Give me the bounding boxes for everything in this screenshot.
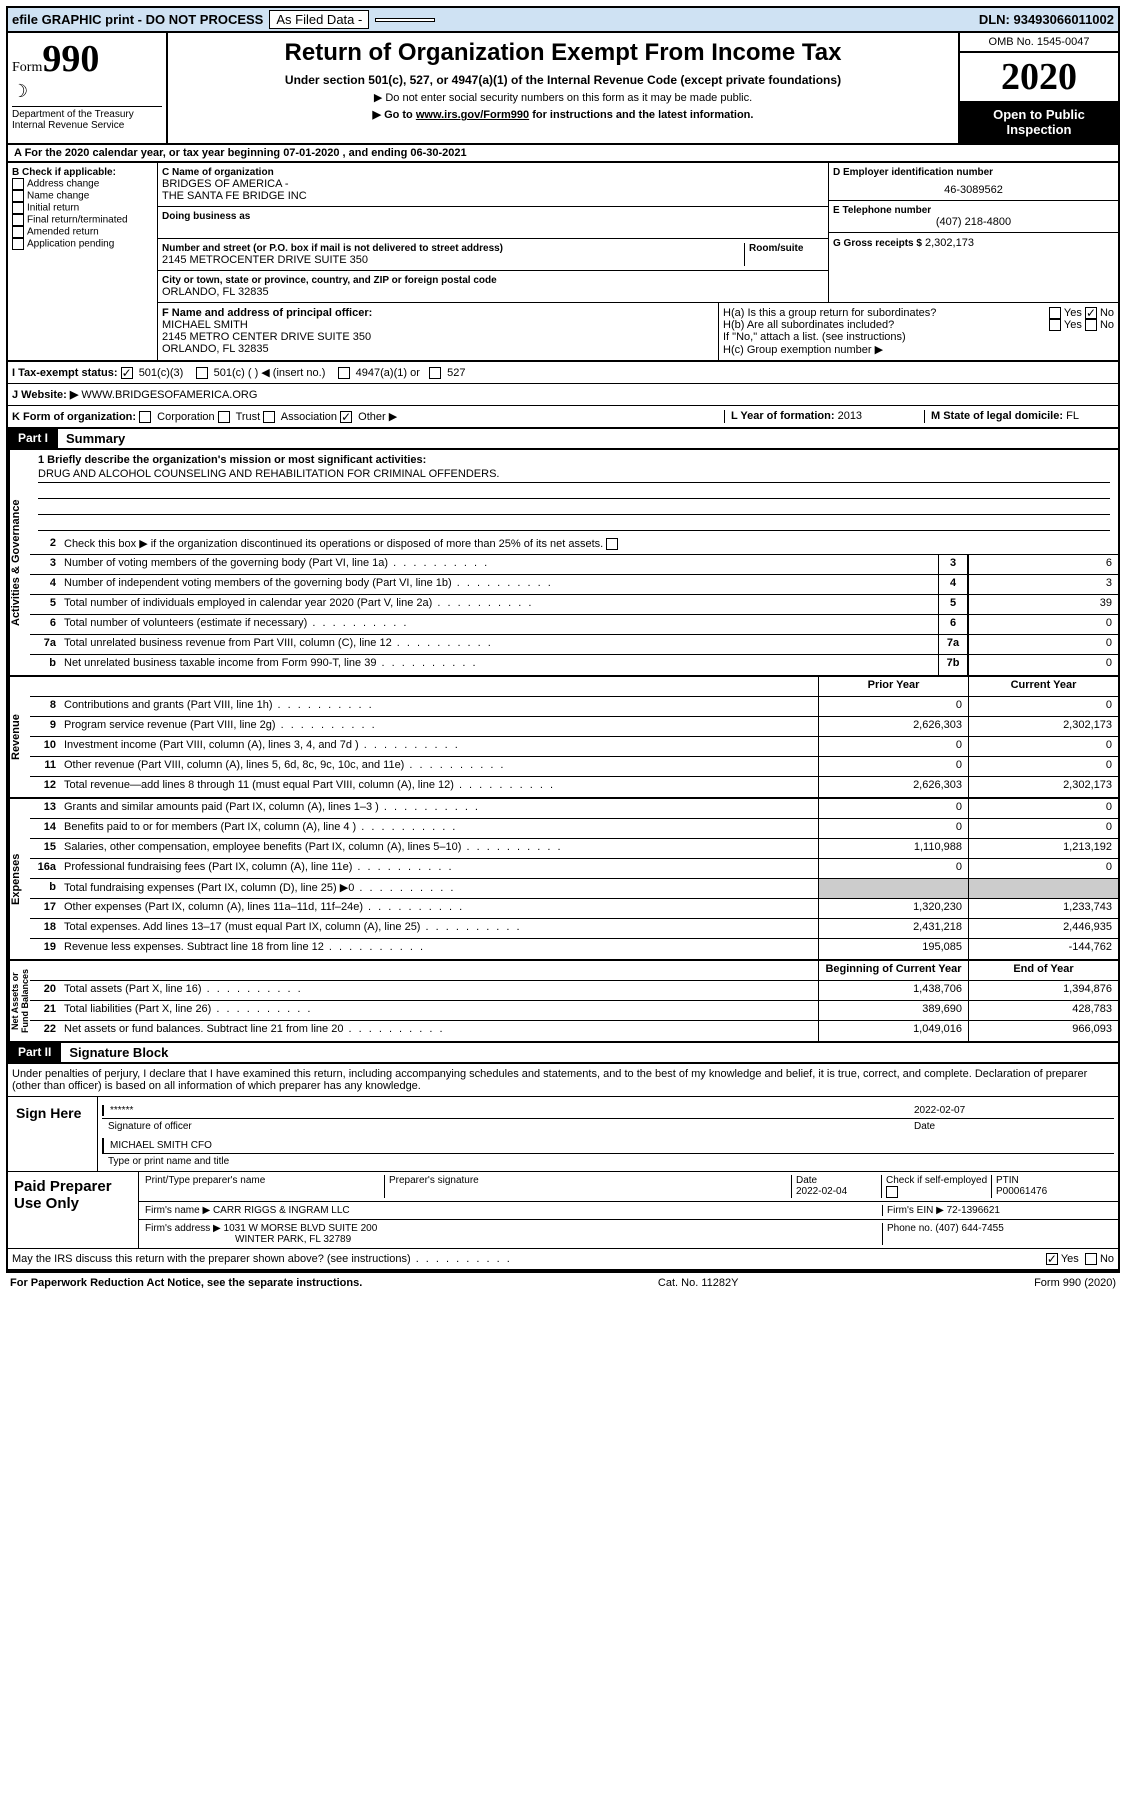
cb-address-change[interactable] <box>12 178 24 190</box>
blank-box <box>375 18 435 22</box>
table-row: 18Total expenses. Add lines 13–17 (must … <box>30 919 1118 939</box>
footer: For Paperwork Reduction Act Notice, see … <box>6 1271 1120 1293</box>
table-row: 7aTotal unrelated business revenue from … <box>30 635 1118 655</box>
table-row: 4Number of independent voting members of… <box>30 575 1118 595</box>
table-row: bNet unrelated business taxable income f… <box>30 655 1118 675</box>
section-f: F Name and address of principal officer:… <box>158 303 718 360</box>
netassets-section: Net Assets orFund Balances Beginning of … <box>6 961 1120 1043</box>
section-klm: K Form of organization: Corporation Trus… <box>6 406 1120 429</box>
table-row: 17Other expenses (Part IX, column (A), l… <box>30 899 1118 919</box>
table-row: 11Other revenue (Part VIII, column (A), … <box>30 757 1118 777</box>
efile-text: efile GRAPHIC print - DO NOT PROCESS <box>12 12 263 27</box>
top-bar: efile GRAPHIC print - DO NOT PROCESS As … <box>6 6 1120 33</box>
table-row: 12Total revenue—add lines 8 through 11 (… <box>30 777 1118 797</box>
cb-ha-no[interactable] <box>1085 307 1097 319</box>
table-row: 9Program service revenue (Part VIII, lin… <box>30 717 1118 737</box>
table-row: 21Total liabilities (Part X, line 26) 38… <box>30 1001 1118 1021</box>
cb-527[interactable] <box>429 367 441 379</box>
section-h: H(a) Is this a group return for subordin… <box>718 303 1118 360</box>
expenses-section: Expenses 13Grants and similar amounts pa… <box>6 799 1120 961</box>
table-row: 22Net assets or fund balances. Subtract … <box>30 1021 1118 1041</box>
telephone: (407) 218-4800 <box>833 216 1114 228</box>
cb-501c[interactable] <box>196 367 208 379</box>
table-row: 3Number of voting members of the governi… <box>30 555 1118 575</box>
website-url: WWW.BRIDGESOFAMERICA.ORG <box>81 389 257 401</box>
table-row: 20Total assets (Part X, line 16) 1,438,7… <box>30 981 1118 1001</box>
cb-trust[interactable] <box>218 411 230 423</box>
omb-number: OMB No. 1545-0047 <box>960 33 1118 53</box>
cb-501c3[interactable] <box>121 367 133 379</box>
cb-4947[interactable] <box>338 367 350 379</box>
cb-application-pending[interactable] <box>12 238 24 250</box>
cb-initial-return[interactable] <box>12 202 24 214</box>
cb-other[interactable] <box>340 411 352 423</box>
table-row: 16aProfessional fundraising fees (Part I… <box>30 859 1118 879</box>
cb-hb-yes[interactable] <box>1049 319 1061 331</box>
table-row: 14Benefits paid to or for members (Part … <box>30 819 1118 839</box>
table-row: bTotal fundraising expenses (Part IX, co… <box>30 879 1118 899</box>
revenue-section: Revenue Prior Year Current Year 8Contrib… <box>6 677 1120 799</box>
table-row: 10Investment income (Part VIII, column (… <box>30 737 1118 757</box>
entity-info-grid: B Check if applicable: Address change Na… <box>6 163 1120 362</box>
dln: DLN: 93493066011002 <box>979 12 1114 27</box>
table-row: 13Grants and similar amounts paid (Part … <box>30 799 1118 819</box>
table-row: 6Total number of volunteers (estimate if… <box>30 615 1118 635</box>
cb-final-return[interactable] <box>12 214 24 226</box>
section-de: D Employer identification number 46-3089… <box>828 163 1118 302</box>
section-b: B Check if applicable: Address change Na… <box>8 163 158 360</box>
irs-link[interactable]: www.irs.gov/Form990 <box>416 109 529 121</box>
table-row: 8Contributions and grants (Part VIII, li… <box>30 697 1118 717</box>
cb-assoc[interactable] <box>263 411 275 423</box>
form-subtitle: Under section 501(c), 527, or 4947(a)(1)… <box>174 73 952 87</box>
cb-discuss-yes[interactable] <box>1046 1253 1058 1265</box>
part1-header: Part I Summary <box>6 429 1120 450</box>
asfiled-box: As Filed Data - <box>269 10 369 29</box>
dept-treasury: Department of the Treasury Internal Reve… <box>12 106 162 131</box>
form-number: 990 <box>42 38 99 80</box>
cb-hb-no[interactable] <box>1085 319 1097 331</box>
cb-self-employed[interactable] <box>886 1186 898 1198</box>
cb-discuss-no[interactable] <box>1085 1253 1097 1265</box>
part2-header: Part II Signature Block <box>6 1043 1120 1064</box>
ein: 46-3089562 <box>833 178 1114 196</box>
table-row: 19Revenue less expenses. Subtract line 1… <box>30 939 1118 959</box>
table-row: 5Total number of individuals employed in… <box>30 595 1118 615</box>
cb-corp[interactable] <box>139 411 151 423</box>
activities-governance: Activities & Governance 1 Briefly descri… <box>6 450 1120 677</box>
cb-discontinued[interactable] <box>606 538 618 550</box>
discuss-row: May the IRS discuss this return with the… <box>8 1248 1118 1269</box>
section-c: C Name of organization BRIDGES OF AMERIC… <box>158 163 828 302</box>
cb-name-change[interactable] <box>12 190 24 202</box>
table-row: 15Salaries, other compensation, employee… <box>30 839 1118 859</box>
form-title: Return of Organization Exempt From Incom… <box>174 39 952 67</box>
cb-amended-return[interactable] <box>12 226 24 238</box>
section-j: J Website: ▶ WWW.BRIDGESOFAMERICA.ORG <box>6 384 1120 406</box>
cb-ha-yes[interactable] <box>1049 307 1061 319</box>
mission-text: DRUG AND ALCOHOL COUNSELING AND REHABILI… <box>38 466 1110 483</box>
tax-year: 2020 <box>960 53 1118 101</box>
section-i: I Tax-exempt status: 501(c)(3) 501(c) ( … <box>6 362 1120 384</box>
open-inspection: Open to Public Inspection <box>960 101 1118 143</box>
signature-block: Under penalties of perjury, I declare th… <box>6 1064 1120 1271</box>
row-a-tax-year: A For the 2020 calendar year, or tax yea… <box>6 145 1120 163</box>
gross-receipts: 2,302,173 <box>925 237 974 249</box>
header: Form990 ☽ Department of the Treasury Int… <box>6 33 1120 145</box>
